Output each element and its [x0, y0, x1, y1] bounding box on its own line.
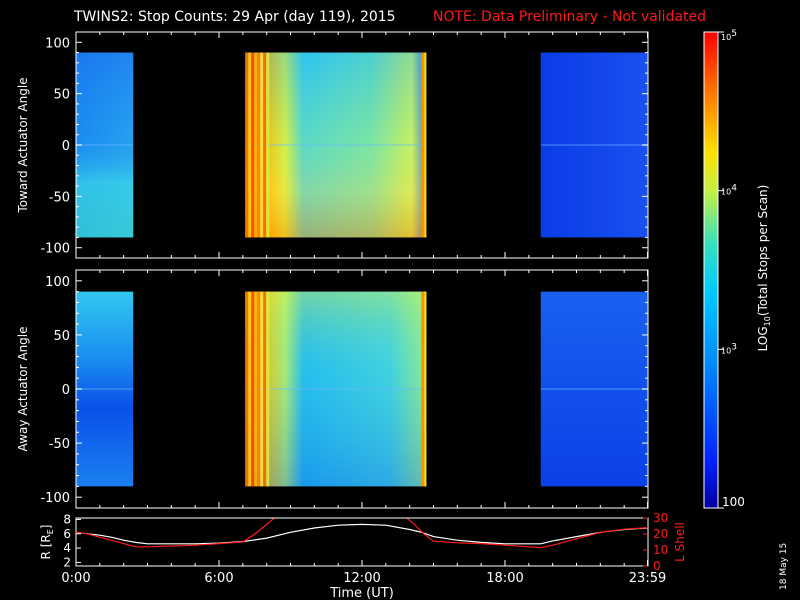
time-axis: 0:00 6:00 12:00 18:00 23:59: [61, 560, 666, 586]
colorbar-tick-label: 105: [721, 29, 737, 42]
heatmap-edge-stripe: [424, 291, 427, 487]
colorbar-gradient: [703, 31, 719, 509]
panel-toward-ylabel: Toward Actuator Angle: [16, 77, 30, 213]
panel-toward-y-axis: -100 -50 0 50 100: [40, 31, 649, 259]
heatmap-zero-line: [245, 144, 427, 146]
colorbar-tick-label: 103: [721, 342, 737, 355]
heatmap-stripe: [248, 291, 252, 487]
heatmap-stripe: [254, 52, 258, 238]
heatmap-block-1: [76, 291, 134, 487]
orbit-clip: [76, 510, 648, 518]
panel-away-heatmap: [76, 291, 648, 487]
lshell-tick-label: 30: [653, 511, 668, 525]
ytick-label: 100: [45, 36, 70, 51]
colorbar-tick-label: 104: [721, 184, 737, 197]
heatmap-stripe: [266, 291, 270, 487]
heatmap-stripe: [245, 52, 249, 238]
time-axis-label: Time (UT): [329, 586, 394, 600]
chart-title: TWINS2: Stop Counts: 29 Apr (day 119), 2…: [73, 9, 396, 25]
ytick-label: 50: [53, 329, 70, 344]
heatmap-stripe: [263, 52, 267, 238]
ytick-label: -50: [49, 437, 70, 452]
panel-orbit-lines: [75, 510, 649, 549]
panel-toward: -100 -50 0 50 100 Toward Actuator Angle: [16, 31, 649, 259]
heatmap-edge-stripe: [421, 291, 425, 487]
heatmap-block-2-shading: [245, 52, 427, 238]
heatmap-stripe: [254, 291, 258, 487]
heatmap-stripe: [245, 291, 249, 487]
colorbar-ticks: 100 103 104 105: [718, 29, 745, 509]
heatmap-stripe: [251, 52, 255, 238]
orbit-lshell-axis: 0 10 20 30: [643, 511, 668, 573]
heatmap-block-1-shading: [76, 52, 134, 238]
heatmap-edge-stripe: [424, 52, 427, 238]
heatmap-stripe: [257, 52, 261, 238]
time-tick-label: 12:00: [343, 571, 380, 586]
preliminary-note: NOTE: Data Preliminary - Not validated: [433, 9, 706, 25]
lshell-axis-label: L Shell: [673, 522, 687, 562]
radius-tick-label: 8: [63, 512, 71, 526]
heatmap-zero-line: [245, 388, 427, 390]
panel-away-ylabel: Away Actuator Angle: [16, 326, 30, 451]
ytick-label: 50: [53, 88, 70, 103]
colorbar: 100 103 104 105 LOG10(Total Stops per Scan): [703, 29, 772, 509]
series-radius-line: [75, 523, 649, 545]
heatmap-stripe: [257, 291, 261, 487]
panel-orbit-frame: [75, 517, 649, 567]
panel-away: -100 -50 0 50 100 Away Actuator Angle: [16, 269, 649, 509]
colorbar-tick-label: 100: [722, 495, 745, 509]
date-stamp: 18 May 15: [779, 543, 789, 590]
heatmap-zero-line: [76, 144, 134, 146]
time-tick-label: 23:59: [629, 571, 666, 586]
panel-toward-heatmap: [76, 52, 648, 238]
heatmap-stripe: [260, 52, 264, 238]
lshell-tick-label: 10: [653, 543, 668, 557]
heatmap-block-3: [540, 52, 648, 238]
heatmap-zero-line: [540, 388, 648, 390]
colorbar-label: LOG10(Total Stops per Scan): [756, 185, 772, 352]
ytick-label: -100: [40, 491, 70, 506]
heatmap-stripe: [248, 52, 252, 238]
heatmap-stripe: [263, 291, 267, 487]
heatmap-zero-line: [540, 144, 648, 146]
time-tick-label: 6:00: [204, 571, 233, 586]
heatmap-stripe: [266, 52, 270, 238]
heatmap-zero-line: [76, 388, 134, 390]
time-tick-label: 18:00: [486, 571, 523, 586]
panel-away-y-axis: -100 -50 0 50 100: [40, 269, 649, 509]
time-tick-label: 0:00: [61, 571, 90, 586]
ytick-label: -50: [49, 190, 70, 205]
ytick-label: 100: [45, 275, 70, 290]
series-lshell-line: [404, 515, 649, 549]
lshell-tick-label: 0: [653, 559, 661, 573]
heatmap-block-3: [540, 291, 648, 487]
radius-tick-label: 2: [63, 555, 71, 569]
series-lshell-line: [75, 515, 277, 548]
ytick-label: -100: [40, 242, 70, 257]
heatmap-block-2-shading: [245, 291, 427, 487]
radius-tick-label: 4: [63, 541, 71, 555]
heatmap-stripe: [251, 291, 255, 487]
ytick-label: 0: [62, 139, 70, 154]
heatmap-edge-stripe: [421, 52, 425, 238]
ytick-label: 0: [62, 383, 70, 398]
radius-tick-label: 6: [63, 527, 71, 541]
radius-axis-label: R [RE]: [39, 525, 55, 560]
lshell-tick-label: 20: [653, 527, 668, 541]
heatmap-stripe: [260, 291, 264, 487]
